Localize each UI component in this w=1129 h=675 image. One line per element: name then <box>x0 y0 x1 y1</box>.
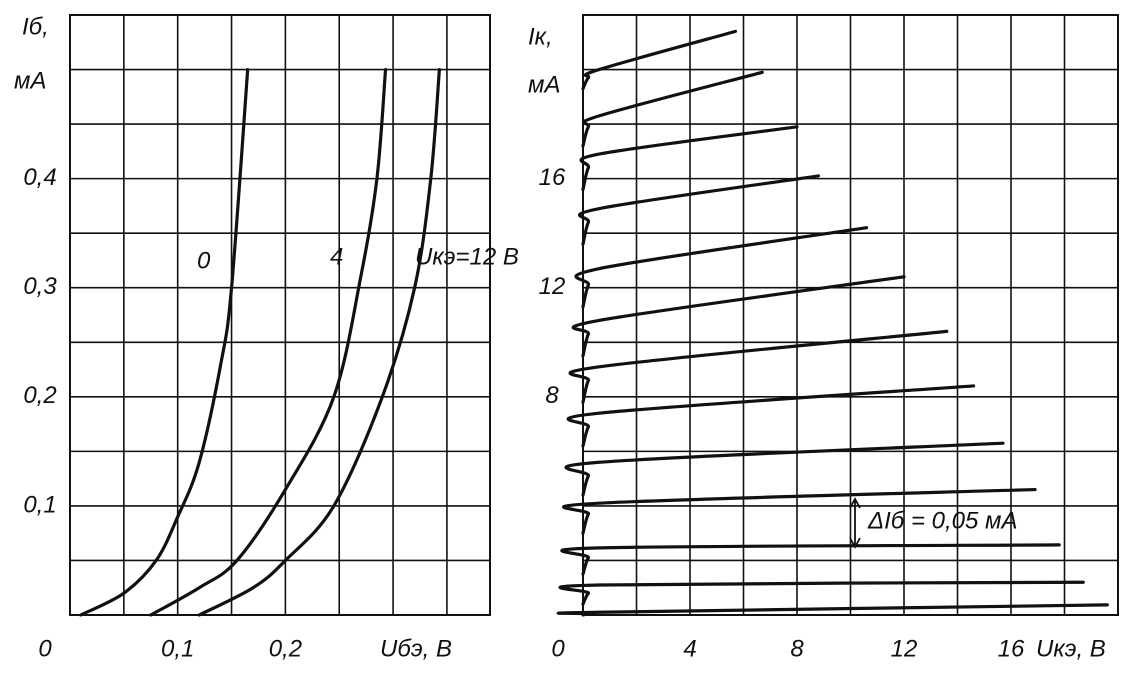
curve <box>149 67 388 617</box>
y-tick-label: 8 <box>545 382 559 409</box>
x-tick-label: 8 <box>790 635 804 662</box>
curve <box>556 603 1109 617</box>
curve <box>571 275 906 358</box>
series-label: 0 <box>197 247 211 274</box>
x-tick-label: 12 <box>891 635 918 662</box>
curve <box>579 125 799 192</box>
plot-frame <box>582 14 1119 616</box>
annotation: ΔIб = 0,05 мА <box>867 507 1017 534</box>
curve <box>558 580 1085 606</box>
y-axis-unit: мА <box>528 71 560 98</box>
curve <box>564 441 1005 497</box>
y-tick-label: 12 <box>539 273 566 300</box>
x-tick-label: 0 <box>38 635 52 662</box>
curve <box>197 67 441 617</box>
y-axis-label: Iк, <box>528 23 553 50</box>
y-tick-label: 0,3 <box>23 273 57 300</box>
x-tick-label: 4 <box>683 635 696 662</box>
curve <box>581 29 738 91</box>
series-label: Uкэ=12 В <box>415 243 519 270</box>
curve <box>560 543 1061 576</box>
curve <box>581 70 764 148</box>
y-tick-label: 16 <box>539 164 566 191</box>
curve <box>562 487 1037 535</box>
y-axis-unit: мА <box>14 67 46 94</box>
plot-frame <box>69 14 491 616</box>
y-tick-label: 0,4 <box>23 164 56 191</box>
curve <box>79 67 250 617</box>
y-tick-label: 0,1 <box>23 491 56 518</box>
x-tick-label: 0 <box>551 635 565 662</box>
y-tick-label: 0,2 <box>23 382 56 409</box>
series-label: 4 <box>330 243 343 270</box>
x-axis-label: Uкэ, В <box>1036 635 1106 662</box>
curve <box>568 329 949 404</box>
curve <box>566 384 976 448</box>
x-tick-label: 16 <box>998 635 1025 662</box>
x-tick-label: 0,1 <box>161 635 194 662</box>
curve <box>574 226 869 309</box>
x-tick-label: 0,2 <box>269 635 302 662</box>
y-axis-label: Iб, <box>22 13 49 40</box>
curve <box>578 174 820 246</box>
x-axis-label: Uбэ, В <box>380 635 452 662</box>
